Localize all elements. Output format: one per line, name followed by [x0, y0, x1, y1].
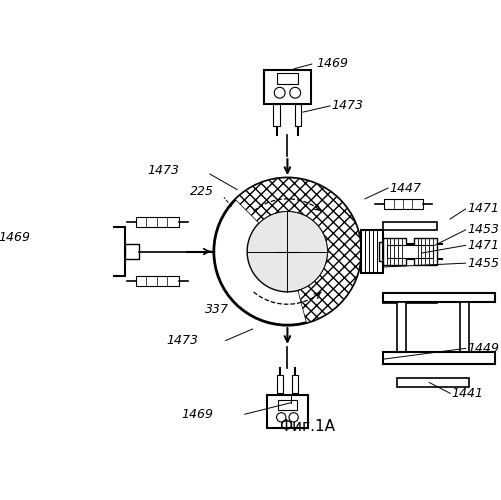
Text: 1455: 1455 [466, 256, 498, 270]
Bar [295, 104, 301, 126]
Text: 1453: 1453 [466, 224, 498, 236]
Text: 1473: 1473 [331, 100, 363, 112]
Text: 1469: 1469 [0, 231, 30, 244]
Bar [382, 352, 494, 364]
Circle shape [289, 88, 300, 98]
Text: 225: 225 [189, 184, 213, 198]
Text: Фиг.1А: Фиг.1А [279, 419, 335, 434]
Bar [382, 222, 436, 230]
Bar [292, 376, 298, 392]
Bar [278, 400, 296, 409]
Bar [136, 216, 179, 227]
Bar [413, 238, 436, 266]
Bar [136, 276, 179, 286]
Bar [125, 244, 138, 260]
Text: 1447: 1447 [389, 182, 421, 194]
Circle shape [90, 254, 102, 267]
Text: 1469: 1469 [316, 57, 347, 70]
Text: 1449: 1449 [466, 342, 498, 355]
Bar [273, 104, 279, 126]
Circle shape [289, 412, 298, 422]
Bar [276, 376, 282, 392]
Bar [360, 230, 382, 273]
Bar [382, 292, 494, 302]
Polygon shape [235, 178, 360, 322]
Circle shape [274, 88, 285, 98]
Bar [459, 302, 468, 352]
Bar [276, 74, 298, 84]
Bar [383, 199, 422, 209]
Text: 1469: 1469 [181, 408, 213, 420]
Circle shape [90, 236, 102, 248]
Text: 1473: 1473 [147, 164, 179, 177]
Bar [264, 70, 310, 104]
Text: 1471: 1471 [466, 239, 498, 252]
Text: 1441: 1441 [451, 387, 482, 400]
Text: 1473: 1473 [166, 334, 198, 347]
Bar [396, 302, 405, 352]
Circle shape [246, 212, 327, 292]
Text: 337: 337 [205, 303, 229, 316]
Bar [382, 295, 436, 302]
Circle shape [276, 412, 285, 422]
Bar [386, 246, 432, 258]
Text: 1471: 1471 [466, 202, 498, 215]
Bar [396, 378, 468, 387]
Bar [82, 227, 125, 276]
Bar [267, 395, 307, 428]
Bar [378, 242, 382, 261]
Circle shape [213, 178, 360, 325]
Bar [382, 238, 405, 266]
